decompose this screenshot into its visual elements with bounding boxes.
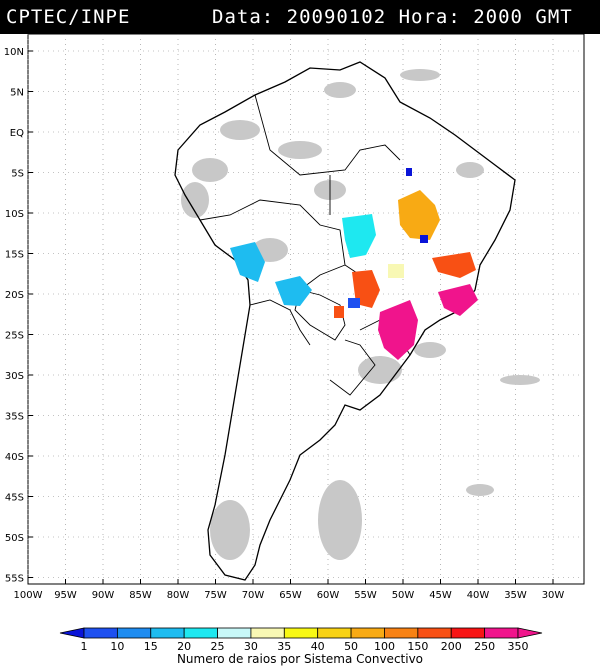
south-america-outline [174, 61, 516, 581]
lat-label: 10S [5, 209, 24, 220]
lat-label: 40S [5, 452, 24, 463]
lat-label: 30S [5, 371, 24, 382]
lon-label: 35W [504, 590, 527, 601]
lon-label: 100W [14, 590, 43, 601]
legend-swatch [283, 627, 319, 639]
convective-system-dark-blue [420, 235, 428, 243]
convective-system-se-magenta [438, 284, 478, 316]
lat-label: 15S [5, 250, 24, 261]
convective-system-pale-yellow [388, 264, 404, 278]
legend-swatch [83, 627, 118, 639]
lon-label: 60W [317, 590, 340, 601]
convective-system-bolivia-cyan [230, 242, 265, 282]
longitude-labels: 100W 95W 90W 85W 80W 75W 70W 65W 60W 55W 50W 45W 40W… [14, 590, 565, 601]
convective-system-central-cyan [342, 214, 376, 258]
lat-label: 50S [5, 533, 24, 544]
lat-label: 45S [5, 493, 24, 504]
lon-label: 80W [167, 590, 190, 601]
cloud-cover [181, 69, 540, 560]
legend-label: 40 [311, 640, 325, 653]
legend-label: 50 [344, 640, 358, 653]
convective-system-bolivia-cyan-2 [275, 276, 312, 306]
convective-system-small-orange [334, 306, 344, 318]
legend-label: 150 [407, 640, 428, 653]
lat-label: 55S [5, 574, 24, 585]
legend-label: 15 [144, 640, 158, 653]
datetime-label: Data: 20090102 Hora: 2000 GMT [212, 6, 573, 28]
lat-label: 10N [4, 47, 24, 58]
lon-label: 30W [542, 590, 565, 601]
legend-swatch [150, 627, 185, 639]
legend-label: 1 [81, 640, 88, 653]
lon-label: 45W [429, 590, 452, 601]
legend-swatch [484, 627, 519, 639]
country-borders [199, 94, 411, 396]
convective-system-dark-blue-2 [406, 168, 412, 176]
legend-label: 20 [177, 640, 191, 653]
legend-label: 200 [441, 640, 462, 653]
lon-label: 95W [54, 590, 77, 601]
legend-label: 10 [110, 640, 124, 653]
legend-label: 250 [474, 640, 495, 653]
map-grid [27, 34, 584, 584]
legend-swatch [450, 627, 486, 639]
legend-swatch [183, 627, 218, 639]
lat-label: 20S [5, 290, 24, 301]
legend-swatch [317, 627, 352, 639]
lon-label: 90W [92, 590, 115, 601]
lat-label: EQ [10, 128, 24, 139]
legend-label: 25 [211, 640, 225, 653]
legend-swatch [350, 627, 385, 639]
legend-label: 350 [508, 640, 529, 653]
convective-system-se-orange [432, 252, 476, 278]
title-bar: CPTEC/INPE Data: 20090102 Hora: 2000 GMT [0, 0, 600, 34]
color-legend: 1 10 15 20 25 30 35 40 50 100 150 200 250 350 [59, 627, 543, 653]
source-label: CPTEC/INPE [6, 6, 131, 28]
convective-system-ne-brazil-10s [398, 190, 440, 240]
legend-swatch [217, 627, 252, 639]
legend-swatch [384, 627, 419, 639]
lat-label: 5S [11, 169, 24, 180]
legend-swatch [250, 627, 285, 639]
convective-systems [230, 168, 478, 360]
legend-label: 35 [277, 640, 291, 653]
latitude-labels: 10N 5N EQ 5S 10S 15S 20S 25S 30S 35S 40S 45S 50S 55S [4, 47, 24, 585]
lat-label: 35S [5, 412, 24, 423]
lat-label: 5N [10, 88, 24, 99]
lon-label: 55W [354, 590, 377, 601]
legend-swatch [116, 627, 152, 639]
legend-label: 30 [244, 640, 258, 653]
legend-label: 100 [374, 640, 395, 653]
lon-label: 50W [392, 590, 415, 601]
lon-label: 75W [204, 590, 227, 601]
lon-label: 40W [467, 590, 490, 601]
legend-arrow-right [517, 627, 543, 639]
convective-system-blue [348, 298, 360, 308]
legend-arrow-left [59, 627, 85, 639]
legend-title: Numero de raios por Sistema Convectivo [176, 652, 424, 666]
lat-label: 25S [5, 331, 24, 342]
map-frame [27, 33, 585, 585]
legend-swatch [417, 627, 452, 639]
convective-system-south-magenta [378, 300, 418, 360]
lon-label: 85W [129, 590, 152, 601]
lon-label: 70W [242, 590, 265, 601]
lon-label: 65W [279, 590, 302, 601]
